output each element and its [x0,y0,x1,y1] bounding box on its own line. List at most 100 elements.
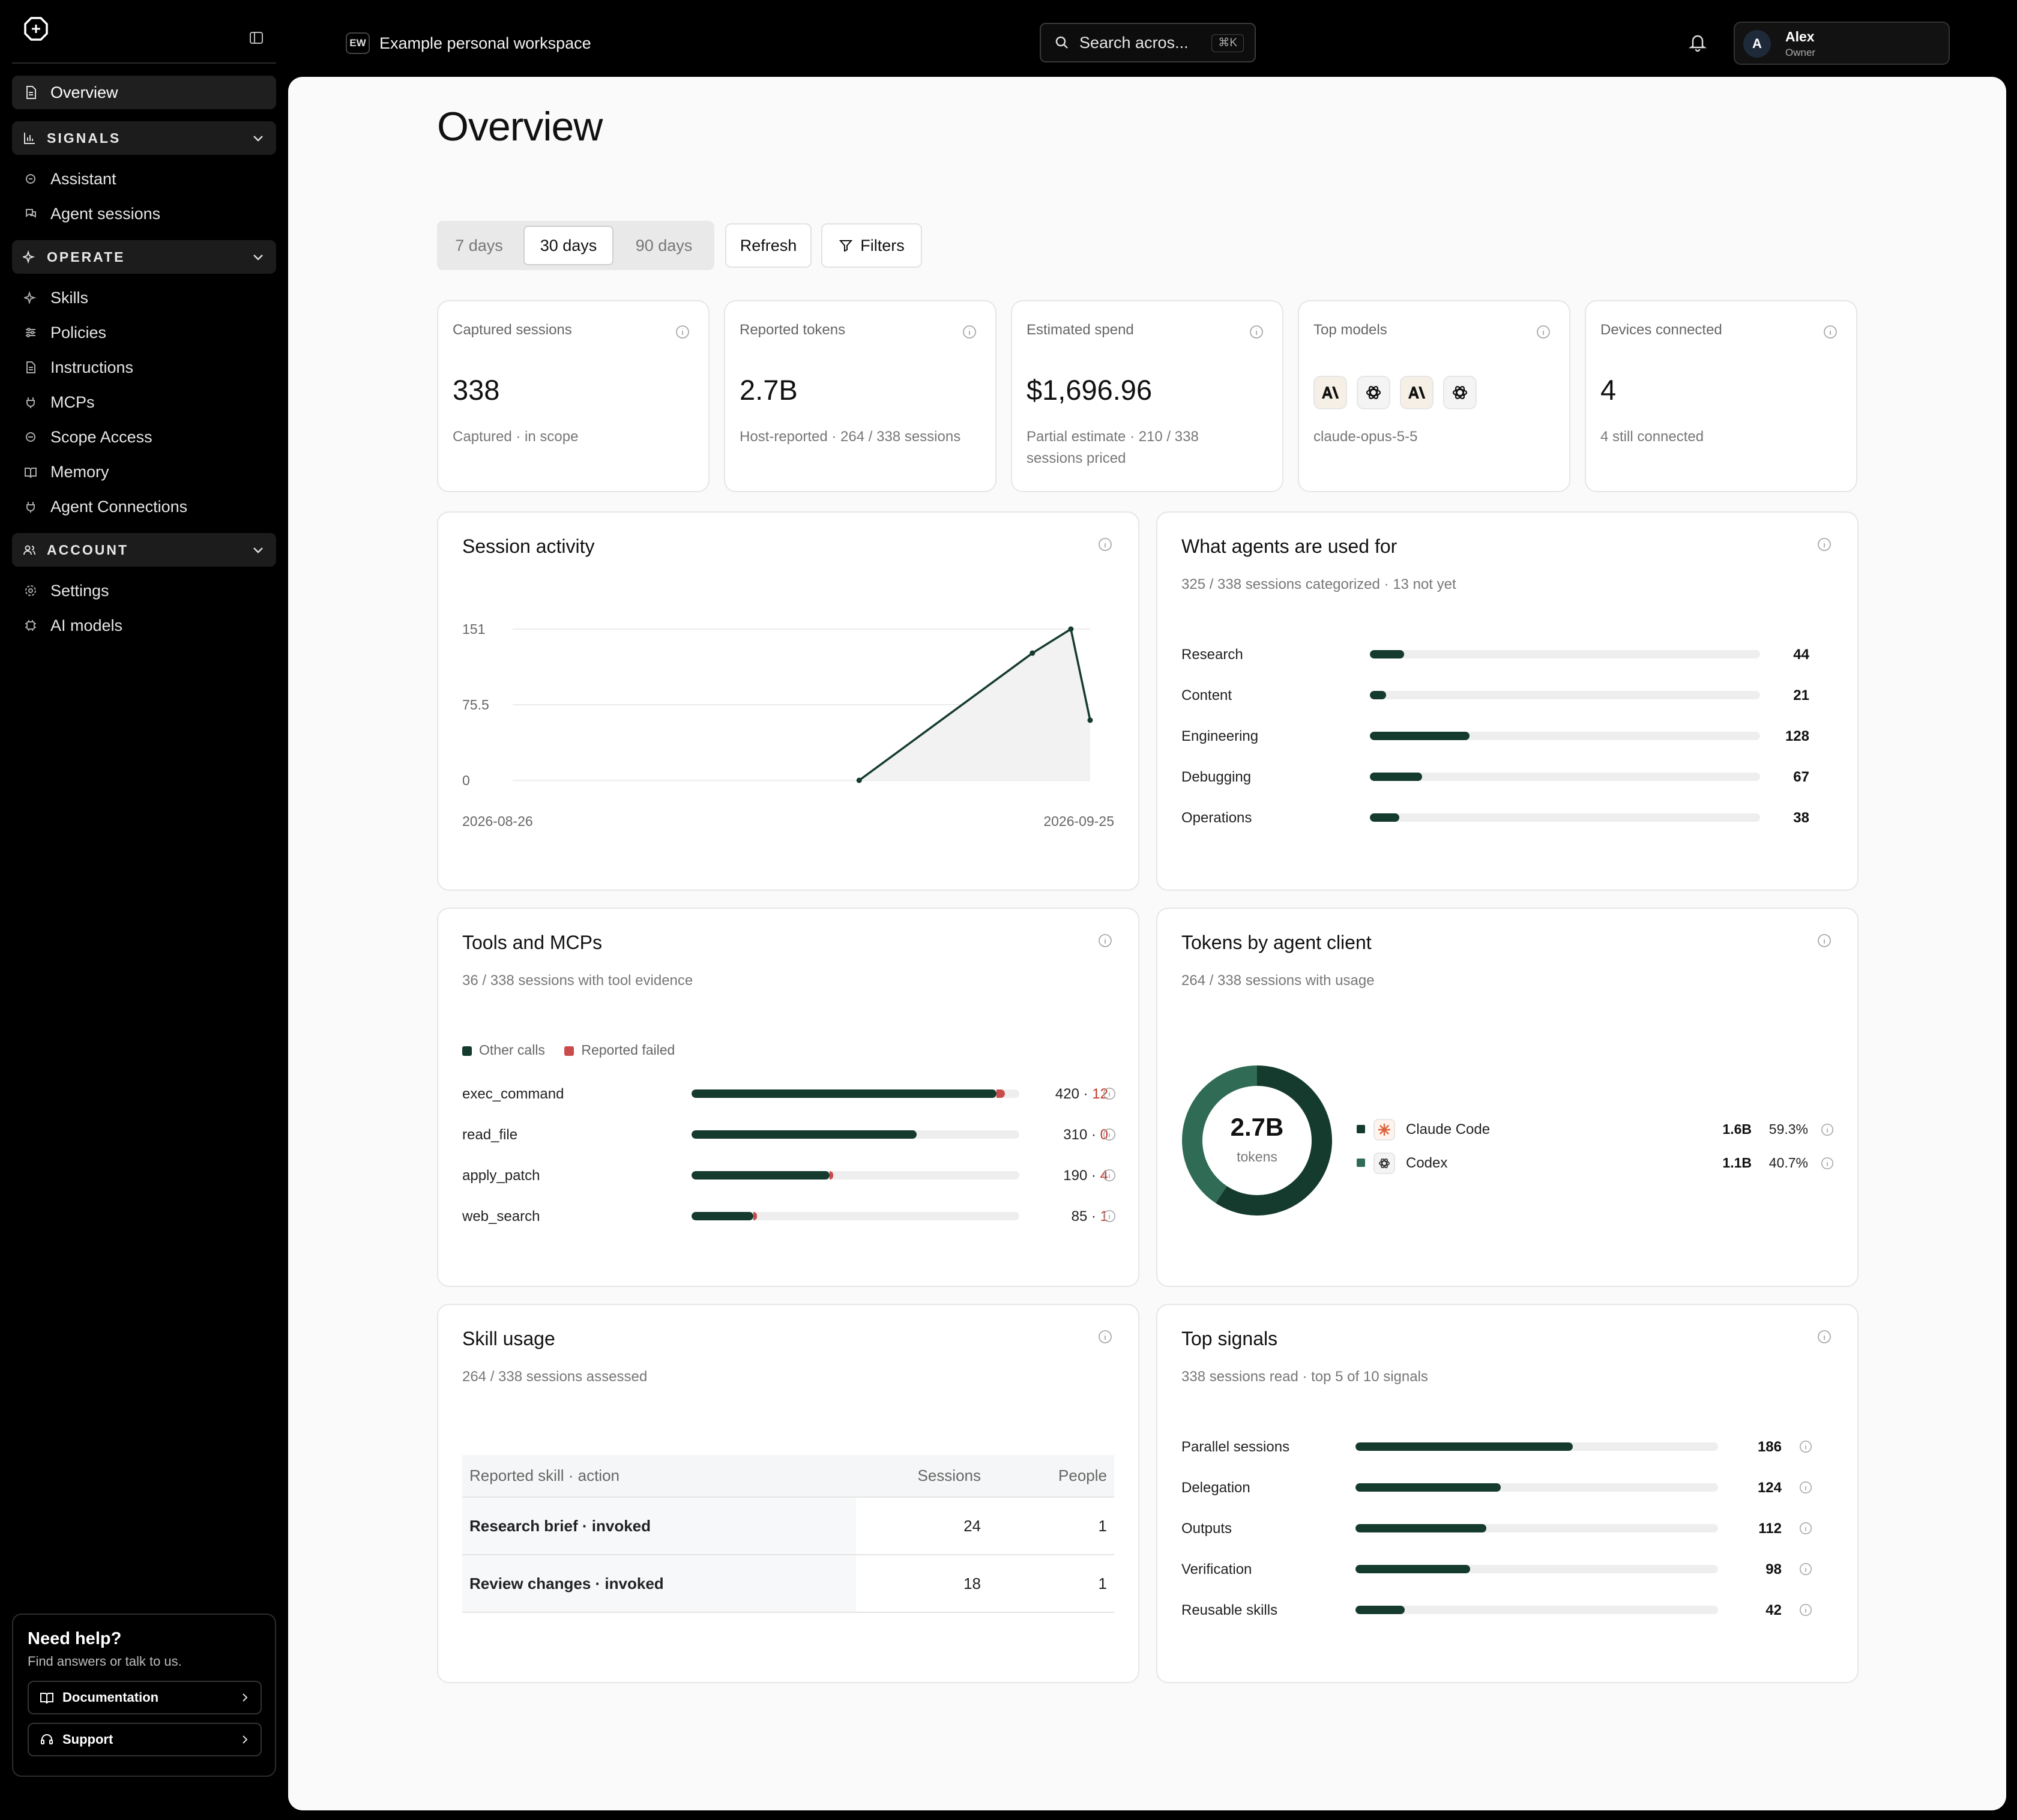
sidebar-divider [12,62,276,64]
sidebar-item-label: Agent sessions [50,204,161,223]
sidebar-section-operate[interactable]: OPERATE [12,240,276,274]
sidebar-section-signals[interactable]: SIGNALS [12,121,276,155]
sessions-count: 18 [856,1555,988,1613]
sidebar-item-skills[interactable]: Skills [12,281,276,315]
kpi-sub: claude-opus-5-5 [1313,429,1418,445]
app-logo-icon[interactable] [23,16,49,42]
sidebar-item-label: Overview [50,83,118,101]
document-icon [22,83,40,101]
kpi-sub: Host-reported · 264 / 338 sessions [740,429,961,445]
info-icon[interactable] [1798,1521,1813,1535]
sidebar-item-policies[interactable]: Policies [12,316,276,349]
sidebar-item-overview[interactable]: Overview [12,76,276,109]
card-title: Tokens by agent client [1181,932,1372,953]
column-header: People [988,1455,1114,1498]
x-tick-label: 2026-09-25 [1043,813,1114,829]
filters-button[interactable]: Filters [821,223,922,268]
info-icon[interactable] [1102,1127,1117,1142]
support-button[interactable]: Support [28,1723,262,1756]
search-shortcut: ⌘K [1211,34,1244,52]
legend-value: 1.1B [1722,1155,1752,1171]
refresh-button[interactable]: Refresh [725,223,812,268]
workspace-name[interactable]: Example personal workspace [379,34,591,52]
info-icon[interactable] [1798,1480,1813,1495]
table-row[interactable]: Review changes · invoked 18 1 [462,1555,1114,1613]
search-input[interactable]: Search acros... ⌘K [1040,23,1256,62]
sidebar-item-ai-models[interactable]: AI models [12,609,276,642]
bar-fill [692,1130,917,1139]
legend-label: Codex [1406,1155,1448,1171]
info-icon[interactable] [1817,1329,1832,1345]
sidebar-item-label: MCPs [50,393,95,411]
bar-value: 67 [1793,769,1809,785]
chevron-down-icon [253,255,263,261]
documentation-button[interactable]: Documentation [28,1681,262,1714]
info-icon[interactable] [962,324,977,340]
workspace-badge[interactable]: EW [346,32,370,54]
info-icon[interactable] [1536,324,1551,340]
bell-icon[interactable] [1687,31,1708,53]
sidebar-item-instructions[interactable]: Instructions [12,351,276,384]
info-icon[interactable] [1249,324,1264,340]
card-subtitle: 264 / 338 sessions assessed [462,1369,648,1385]
series-line [858,627,1091,782]
info-icon[interactable] [1820,1156,1835,1171]
legend-swatch [1357,1125,1365,1133]
user-menu[interactable]: A Alex Owner [1734,22,1950,65]
info-icon[interactable] [1102,1086,1117,1101]
chat-bubbles-icon [22,205,40,223]
sidebar-item-scope-access[interactable]: Scope Access [12,420,276,454]
gear-icon [22,582,40,600]
tools-legend: Other calls Reported failed [462,1042,675,1058]
search-icon [1055,36,1068,49]
info-icon[interactable] [1823,324,1838,340]
collapse-sidebar-icon[interactable] [249,30,264,46]
users-icon [22,542,37,558]
info-icon[interactable] [1798,1562,1813,1576]
kpi-reported-tokens: Reported tokens 2.7B Host-reported · 264… [724,300,996,492]
sidebar-item-agent-sessions[interactable]: Agent sessions [12,197,276,231]
info-icon[interactable] [1798,1439,1813,1454]
info-icon[interactable] [1817,933,1832,948]
info-icon[interactable] [1102,1168,1117,1183]
y-tick-label: 151 [462,621,485,637]
sidebar-item-memory[interactable]: Memory [12,455,276,489]
info-icon[interactable] [1817,537,1832,552]
openai-logo-icon [1373,1153,1395,1174]
info-icon[interactable] [1820,1122,1835,1137]
sessions-count: 24 [856,1497,988,1555]
table-row[interactable]: Research brief · invoked 24 1 [462,1497,1114,1555]
range-7-days[interactable]: 7 days [455,236,503,255]
info-icon[interactable] [675,324,690,340]
bar-fill [692,1089,996,1098]
kpi-value: 338 [453,374,500,406]
bar-fill [692,1212,753,1220]
info-icon[interactable] [1102,1209,1117,1223]
range-30-days[interactable]: 30 days [523,226,614,265]
donut-center-value: 2.7B [1230,1113,1284,1141]
headset-icon [41,1734,53,1744]
sidebar-item-agent-connections[interactable]: Agent Connections [12,490,276,523]
chevron-down-icon [253,547,263,553]
info-icon[interactable] [1097,537,1113,552]
bar-value: 98 [1765,1561,1782,1577]
bar-track [1370,691,1760,699]
sidebar-item-settings[interactable]: Settings [12,574,276,607]
bar-track [1370,732,1760,740]
skill-name: Research brief · invoked [462,1497,856,1555]
range-90-days[interactable]: 90 days [635,236,693,255]
info-icon[interactable] [1097,933,1113,948]
info-icon[interactable] [1097,1329,1113,1345]
sidebar-item-label: Scope Access [50,427,152,446]
sidebar-item-label: Instructions [50,358,134,376]
tool-total: 190 · [1063,1168,1100,1184]
info-icon[interactable] [1798,1603,1813,1617]
sidebar: Overview SIGNALS Assistant Agent session… [0,0,288,1820]
sidebar-section-account[interactable]: ACCOUNT [12,533,276,567]
chevron-right-icon [243,1693,248,1702]
sidebar-item-mcps[interactable]: MCPs [12,385,276,419]
legend-label: Claude Code [1406,1121,1491,1138]
claude-logo-icon [1373,1119,1395,1141]
sidebar-item-assistant[interactable]: Assistant [12,162,276,196]
book-open-icon [22,463,40,481]
